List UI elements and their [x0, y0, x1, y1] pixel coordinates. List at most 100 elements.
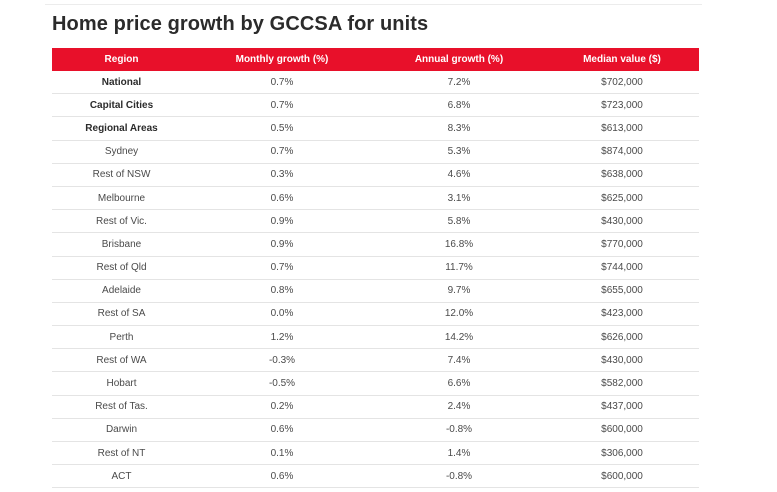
monthly-growth-cell: 0.7%	[191, 140, 373, 164]
median-value-cell: $723,000	[545, 93, 699, 118]
table-row: Darwin 0.6% -0.8% $600,000	[52, 418, 699, 443]
median-value-cell: $638,000	[545, 163, 699, 187]
table-row: ACT 0.6% -0.8% $600,000	[52, 464, 699, 489]
region-cell: Brisbane	[52, 232, 191, 257]
page-title: Home price growth by GCCSA for units	[52, 13, 429, 35]
header-row: Region Monthly growth (%) Annual growth …	[52, 48, 699, 71]
table-row: Rest of Tas. 0.2% 2.4% $437,000	[52, 395, 699, 419]
monthly-growth-cell: -0.5%	[191, 371, 373, 396]
region-cell: Darwin	[52, 418, 191, 443]
annual-growth-cell: 2.4%	[373, 395, 545, 419]
median-value-cell: $600,000	[545, 464, 699, 489]
median-value-cell: $582,000	[545, 371, 699, 396]
table-row: National 0.7% 7.2% $702,000	[52, 71, 699, 95]
table-row: Adelaide 0.8% 9.7% $655,000	[52, 279, 699, 303]
median-value-cell: $437,000	[545, 395, 699, 419]
annual-growth-cell: 5.8%	[373, 209, 545, 234]
annual-growth-cell: 1.4%	[373, 441, 545, 466]
monthly-growth-cell: 0.7%	[191, 256, 373, 280]
monthly-growth-cell: 1.2%	[191, 325, 373, 350]
header-annual-growth: Annual growth (%)	[373, 48, 545, 71]
region-cell: Regional Areas	[52, 116, 191, 141]
header-monthly-growth: Monthly growth (%)	[191, 48, 373, 71]
annual-growth-cell: 12.0%	[373, 302, 545, 327]
table-row: Regional Areas 0.5% 8.3% $613,000	[52, 116, 699, 141]
region-cell: Rest of Vic.	[52, 209, 191, 234]
header-median-value: Median value ($)	[545, 48, 699, 71]
median-value-cell: $702,000	[545, 71, 699, 95]
median-value-cell: $770,000	[545, 232, 699, 257]
region-cell: Rest of NT	[52, 441, 191, 466]
annual-growth-cell: 6.6%	[373, 371, 545, 396]
table-row: Rest of SA 0.0% 12.0% $423,000	[52, 302, 699, 327]
annual-growth-cell: 9.7%	[373, 279, 545, 303]
table-row: Sydney 0.7% 5.3% $874,000	[52, 140, 699, 164]
monthly-growth-cell: 0.7%	[191, 71, 373, 95]
monthly-growth-cell: 0.6%	[191, 464, 373, 489]
median-value-cell: $874,000	[545, 140, 699, 164]
region-cell: Rest of Qld	[52, 256, 191, 280]
region-cell: Rest of Tas.	[52, 395, 191, 419]
table-row: Brisbane 0.9% 16.8% $770,000	[52, 232, 699, 257]
median-value-cell: $625,000	[545, 186, 699, 211]
monthly-growth-cell: 0.6%	[191, 186, 373, 211]
annual-growth-cell: 7.2%	[373, 71, 545, 95]
table-row: Rest of NT 0.1% 1.4% $306,000	[52, 441, 699, 466]
region-cell: Adelaide	[52, 279, 191, 303]
table-row: Rest of Qld 0.7% 11.7% $744,000	[52, 256, 699, 280]
top-divider	[45, 4, 702, 5]
annual-growth-cell: 11.7%	[373, 256, 545, 280]
table-row: Rest of NSW 0.3% 4.6% $638,000	[52, 163, 699, 187]
monthly-growth-cell: -0.3%	[191, 348, 373, 373]
growth-table: Region Monthly growth (%) Annual growth …	[52, 48, 699, 489]
region-cell: Rest of WA	[52, 348, 191, 373]
monthly-growth-cell: 0.6%	[191, 418, 373, 443]
monthly-growth-cell: 0.8%	[191, 279, 373, 303]
region-cell: Rest of NSW	[52, 163, 191, 187]
median-value-cell: $600,000	[545, 418, 699, 443]
table-row: Melbourne 0.6% 3.1% $625,000	[52, 186, 699, 211]
annual-growth-cell: 6.8%	[373, 93, 545, 118]
median-value-cell: $744,000	[545, 256, 699, 280]
median-value-cell: $655,000	[545, 279, 699, 303]
region-cell: National	[52, 71, 191, 95]
annual-growth-cell: 5.3%	[373, 140, 545, 164]
monthly-growth-cell: 0.9%	[191, 232, 373, 257]
annual-growth-cell: 4.6%	[373, 163, 545, 187]
annual-growth-cell: -0.8%	[373, 464, 545, 489]
median-value-cell: $430,000	[545, 348, 699, 373]
monthly-growth-cell: 0.5%	[191, 116, 373, 141]
median-value-cell: $430,000	[545, 209, 699, 234]
region-cell: Melbourne	[52, 186, 191, 211]
header-region: Region	[52, 48, 191, 71]
table-row: Rest of WA -0.3% 7.4% $430,000	[52, 348, 699, 373]
median-value-cell: $613,000	[545, 116, 699, 141]
table-row: Perth 1.2% 14.2% $626,000	[52, 325, 699, 350]
monthly-growth-cell: 0.7%	[191, 93, 373, 118]
median-value-cell: $306,000	[545, 441, 699, 466]
monthly-growth-cell: 0.3%	[191, 163, 373, 187]
table-row: Rest of Vic. 0.9% 5.8% $430,000	[52, 209, 699, 234]
annual-growth-cell: -0.8%	[373, 418, 545, 443]
table-row: Capital Cities 0.7% 6.8% $723,000	[52, 93, 699, 118]
annual-growth-cell: 8.3%	[373, 116, 545, 141]
region-cell: Capital Cities	[52, 93, 191, 118]
table-row: Hobart -0.5% 6.6% $582,000	[52, 371, 699, 396]
region-cell: Hobart	[52, 371, 191, 396]
monthly-growth-cell: 0.0%	[191, 302, 373, 327]
median-value-cell: $626,000	[545, 325, 699, 350]
monthly-growth-cell: 0.9%	[191, 209, 373, 234]
region-cell: Rest of SA	[52, 302, 191, 327]
table-body: National 0.7% 7.2% $702,000 Capital Cities 0.…	[52, 71, 699, 489]
annual-growth-cell: 14.2%	[373, 325, 545, 350]
table-header: Region Monthly growth (%) Annual growth …	[52, 48, 699, 71]
annual-growth-cell: 16.8%	[373, 232, 545, 257]
median-value-cell: $423,000	[545, 302, 699, 327]
monthly-growth-cell: 0.1%	[191, 441, 373, 466]
region-cell: Perth	[52, 325, 191, 350]
annual-growth-cell: 7.4%	[373, 348, 545, 373]
region-cell: Sydney	[52, 140, 191, 164]
annual-growth-cell: 3.1%	[373, 186, 545, 211]
region-cell: ACT	[52, 464, 191, 489]
